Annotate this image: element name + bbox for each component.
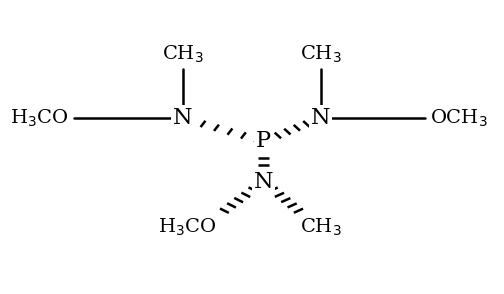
Text: H$_3$CO: H$_3$CO — [11, 108, 69, 129]
Text: CH$_3$: CH$_3$ — [300, 217, 342, 238]
Text: CH$_3$: CH$_3$ — [300, 44, 342, 65]
Text: N: N — [254, 171, 273, 193]
Text: H$_3$CO: H$_3$CO — [158, 217, 217, 238]
Text: N: N — [173, 107, 193, 129]
Text: CH$_3$: CH$_3$ — [162, 44, 204, 65]
Text: N: N — [311, 107, 331, 129]
Text: OCH$_3$: OCH$_3$ — [430, 108, 487, 129]
Text: P: P — [256, 130, 271, 152]
